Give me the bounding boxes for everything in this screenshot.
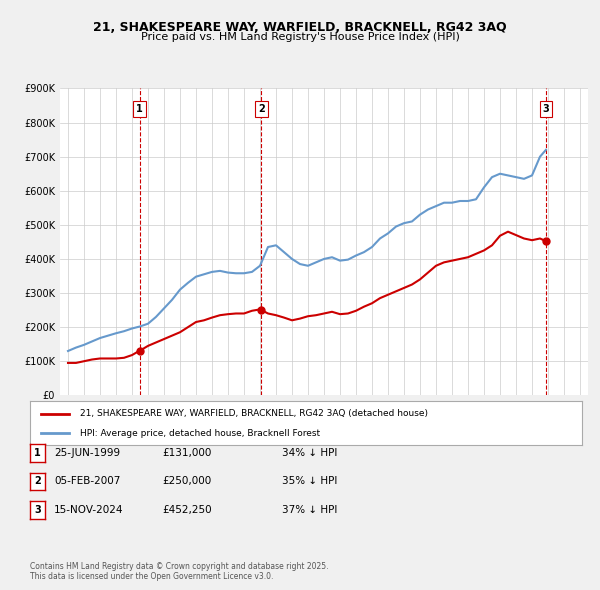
Text: 37% ↓ HPI: 37% ↓ HPI bbox=[282, 505, 337, 514]
Text: 2: 2 bbox=[258, 104, 265, 114]
Text: 05-FEB-2007: 05-FEB-2007 bbox=[54, 477, 121, 486]
Text: 21, SHAKESPEARE WAY, WARFIELD, BRACKNELL, RG42 3AQ: 21, SHAKESPEARE WAY, WARFIELD, BRACKNELL… bbox=[93, 21, 507, 34]
Text: £452,250: £452,250 bbox=[162, 505, 212, 514]
Text: Price paid vs. HM Land Registry's House Price Index (HPI): Price paid vs. HM Land Registry's House … bbox=[140, 32, 460, 42]
Text: Contains HM Land Registry data © Crown copyright and database right 2025.
This d: Contains HM Land Registry data © Crown c… bbox=[30, 562, 329, 581]
Text: 21, SHAKESPEARE WAY, WARFIELD, BRACKNELL, RG42 3AQ (detached house): 21, SHAKESPEARE WAY, WARFIELD, BRACKNELL… bbox=[80, 409, 428, 418]
Text: £250,000: £250,000 bbox=[162, 477, 211, 486]
Text: 25-JUN-1999: 25-JUN-1999 bbox=[54, 448, 120, 458]
Text: 35% ↓ HPI: 35% ↓ HPI bbox=[282, 477, 337, 486]
Text: 34% ↓ HPI: 34% ↓ HPI bbox=[282, 448, 337, 458]
Text: 3: 3 bbox=[542, 104, 549, 114]
Text: 3: 3 bbox=[34, 505, 41, 514]
Text: 1: 1 bbox=[136, 104, 143, 114]
Text: £131,000: £131,000 bbox=[162, 448, 211, 458]
Text: HPI: Average price, detached house, Bracknell Forest: HPI: Average price, detached house, Brac… bbox=[80, 428, 320, 438]
Text: 15-NOV-2024: 15-NOV-2024 bbox=[54, 505, 124, 514]
Text: 1: 1 bbox=[34, 448, 41, 458]
Text: 2: 2 bbox=[34, 477, 41, 486]
